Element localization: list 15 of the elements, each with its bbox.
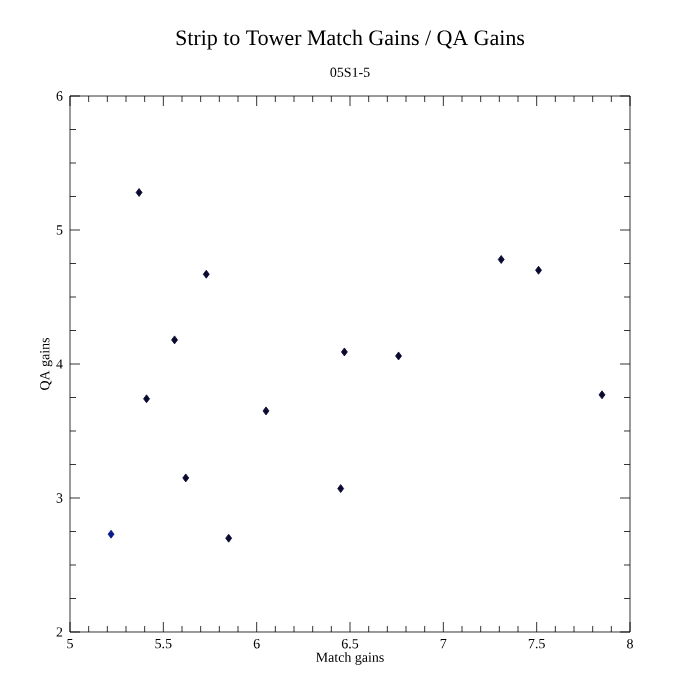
point (395, 351, 402, 361)
point (535, 265, 542, 275)
point (143, 394, 150, 404)
point (598, 390, 606, 400)
point (182, 473, 190, 483)
point (225, 533, 233, 543)
point (107, 529, 115, 539)
point (341, 347, 348, 357)
point (135, 188, 143, 197)
point (171, 335, 178, 345)
point (202, 269, 210, 279)
point (262, 406, 270, 416)
chart-title: Strip to Tower Match Gains / QA Gains (176, 29, 525, 50)
point (497, 255, 505, 264)
point (337, 484, 345, 494)
